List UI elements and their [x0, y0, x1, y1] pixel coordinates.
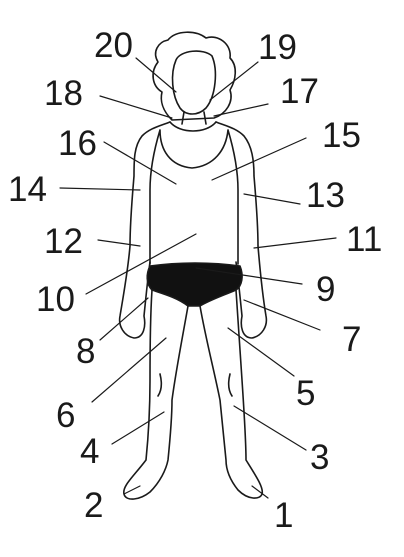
label-9: 9	[316, 270, 336, 309]
label-20: 20	[94, 26, 133, 65]
legs-outline	[123, 289, 264, 500]
label-18: 18	[44, 74, 83, 113]
label-19: 19	[258, 28, 297, 67]
face-outline	[171, 50, 217, 115]
underwear-shape	[146, 262, 243, 307]
hair-outline	[152, 31, 237, 121]
label-7: 7	[342, 320, 362, 359]
label-14: 14	[8, 170, 47, 209]
label-13: 13	[306, 176, 345, 215]
label-6: 6	[56, 396, 76, 435]
label-1: 1	[274, 496, 294, 535]
tank-top-outline	[149, 129, 239, 265]
label-8: 8	[76, 332, 96, 371]
label-12: 12	[44, 222, 83, 261]
label-5: 5	[296, 374, 316, 413]
label-4: 4	[80, 432, 100, 471]
leader-lines	[59, 57, 337, 499]
label-17: 17	[280, 72, 319, 111]
torso-outline	[118, 121, 268, 339]
label-3: 3	[310, 438, 330, 477]
label-16: 16	[58, 124, 97, 163]
knee-details	[157, 373, 233, 397]
label-10: 10	[36, 280, 75, 319]
label-11: 11	[346, 220, 383, 259]
label-2: 2	[84, 486, 104, 525]
neck-outline	[169, 111, 217, 132]
label-15: 15	[322, 116, 361, 155]
